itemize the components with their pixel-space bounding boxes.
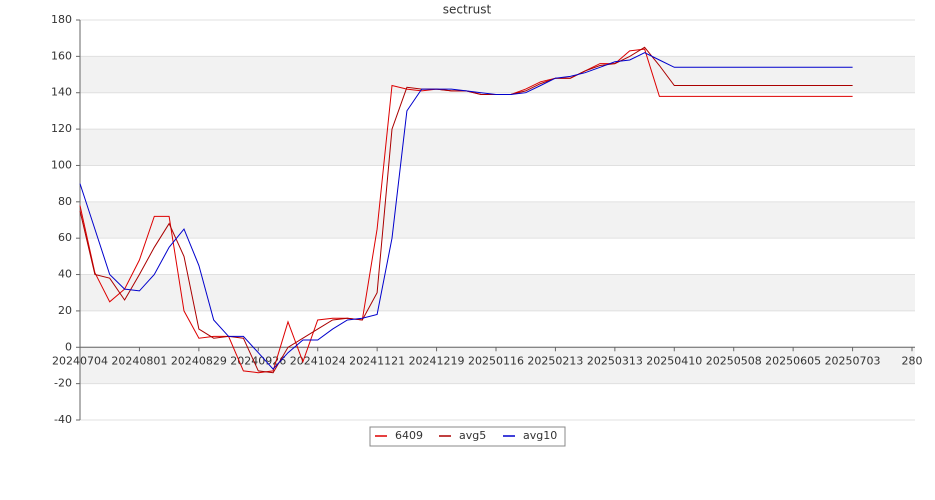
band [80,347,915,384]
y-tick-label: 140 [51,86,72,99]
x-tick-label: 20250313 [587,354,643,367]
band [80,129,915,166]
y-tick-label: 160 [51,49,72,62]
x-tick-label: 280 [902,354,923,367]
x-tick-label: 20240926 [230,354,286,367]
y-tick-label: -40 [54,413,72,426]
x-tick-label: 20250703 [825,354,881,367]
y-tick-label: 40 [58,268,72,281]
x-tick-label: 20241219 [409,354,465,367]
x-tick-label: 20250213 [527,354,583,367]
y-tick-label: 120 [51,122,72,135]
y-tick-label: 20 [58,304,72,317]
y-tick-label: 100 [51,158,72,171]
x-tick-label: 20250116 [468,354,524,367]
band [80,274,915,311]
legend-label: avg5 [459,429,486,442]
line [79,52,853,370]
band [80,56,915,93]
x-tick-label: 20240801 [111,354,167,367]
x-tick-label: 20250410 [646,354,702,367]
legend-label: 6409 [395,429,423,442]
x-tick-label: 20240704 [52,354,108,367]
band [80,201,915,239]
x-tick-label: 20241024 [290,354,346,367]
y-tick-label: -20 [54,377,72,390]
legend-label: avg10 [523,429,557,442]
x-tick-label: 20250605 [765,354,821,367]
chart-title: sectrust [443,3,492,17]
x-tick-label: 20241121 [349,354,405,367]
y-tick-label: 0 [65,340,72,353]
y-tick-label: 80 [58,195,72,208]
y-tick-label: 60 [58,231,72,244]
x-tick-label: 20250508 [706,354,762,367]
legend [369,426,566,447]
x-tick-label: 20240829 [171,354,227,367]
y-tick-label: 180 [51,13,72,26]
